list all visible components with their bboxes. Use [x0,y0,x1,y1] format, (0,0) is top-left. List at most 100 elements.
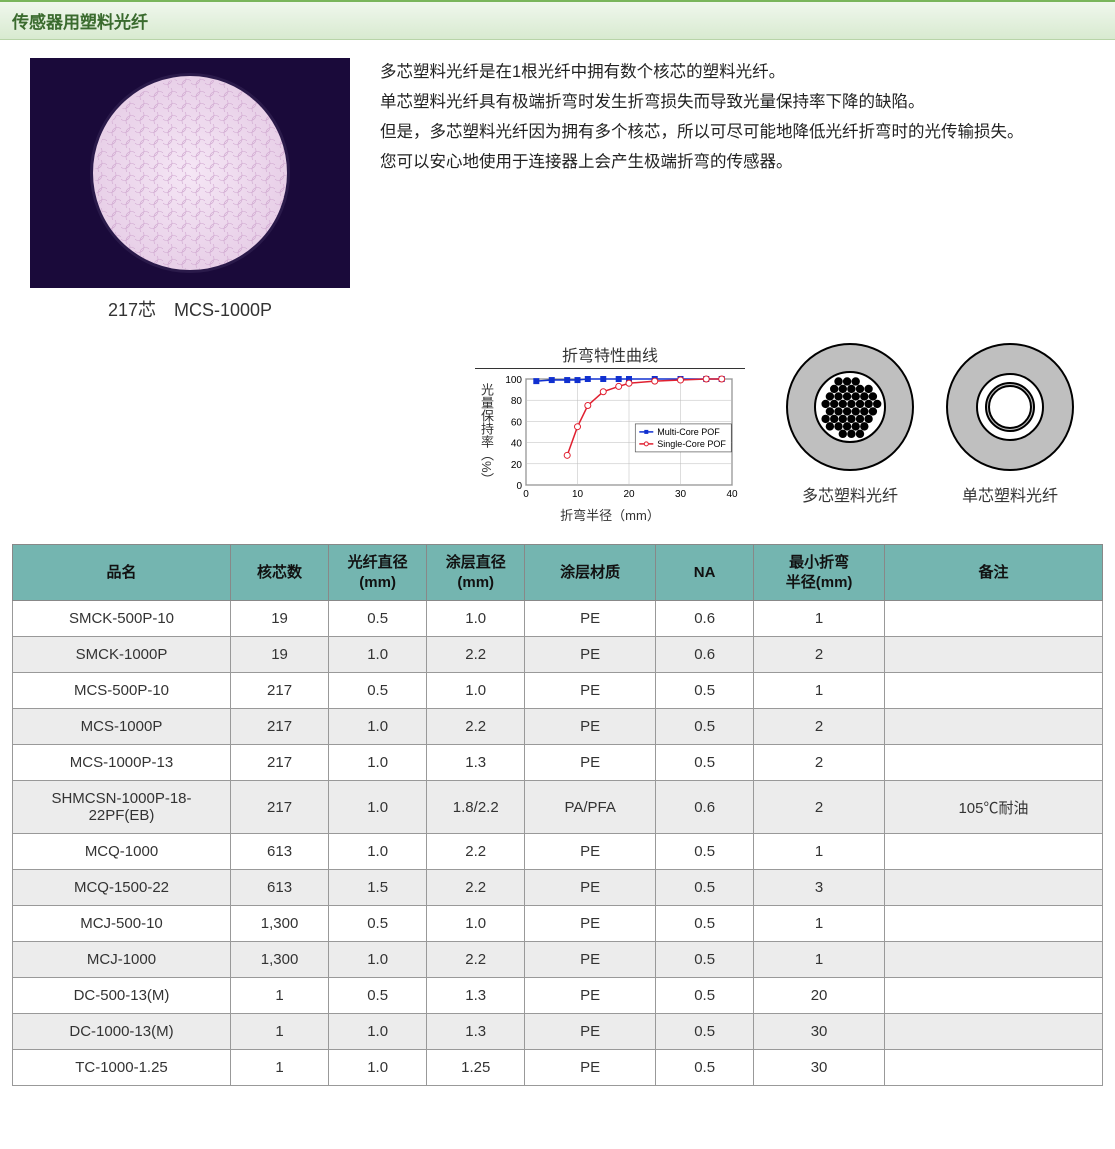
svg-text:Single-Core POF: Single-Core POF [657,439,726,449]
single-core-diagram: 单芯塑料光纤 [945,342,1075,506]
diagram-row: 折弯特性曲线 光量保持率（%） 020406080100010203040Mul… [0,332,1115,544]
table-cell: 1.5 [329,870,427,906]
table-row: DC-1000-13(M)11.01.3PE0.530 [13,1014,1103,1050]
table-cell [884,745,1102,781]
table-row: MCQ-1500-226131.52.2PE0.53 [13,870,1103,906]
table-cell: SMCK-1000P [13,637,231,673]
table-cell: MCS-1000P [13,709,231,745]
desc-line: 单芯塑料光纤具有极端折弯时发生折弯损失而导致光量保持率下降的缺陷。 [380,88,1085,116]
table-cell: 1.0 [427,601,525,637]
svg-text:10: 10 [572,489,584,500]
table-cell: 19 [231,601,329,637]
table-cell: 1.0 [329,942,427,978]
table-cell: 1.0 [329,781,427,834]
table-cell: 19 [231,637,329,673]
table-cell: TC-1000-1.25 [13,1050,231,1086]
table-cell: 0.6 [656,601,754,637]
table-cell: 217 [231,673,329,709]
fiber-cores-icon [93,76,290,273]
table-cell: 105℃耐油 [884,781,1102,834]
table-cell: PE [525,709,656,745]
desc-line: 您可以安心地使用于连接器上会产生极端折弯的传感器。 [380,148,1085,176]
table-cell: 0.5 [656,978,754,1014]
table-cell [884,1014,1102,1050]
table-cell: 2.2 [427,637,525,673]
table-header-row: 品名核芯数光纤直径(mm)涂层直径(mm)涂层材质NA最小折弯半径(mm)备注 [13,545,1103,601]
table-row: SMCK-1000P191.02.2PE0.62 [13,637,1103,673]
table-cell [884,942,1102,978]
svg-text:20: 20 [511,460,523,471]
table-cell: PE [525,601,656,637]
table-cell: PE [525,906,656,942]
table-cell [884,978,1102,1014]
table-cell: PE [525,745,656,781]
table-row: MCJ-10001,3001.02.2PE0.51 [13,942,1103,978]
table-cell: MCQ-1000 [13,834,231,870]
photo-column: 217芯 MCS-1000P [30,58,350,322]
table-cell: MCS-500P-10 [13,673,231,709]
table-cell: 0.5 [656,709,754,745]
table-header-cell: 最小折弯半径(mm) [754,545,885,601]
table-cell [884,870,1102,906]
table-cell: 613 [231,870,329,906]
table-cell: 0.5 [329,978,427,1014]
table-cell [884,709,1102,745]
table-cell: PA/PFA [525,781,656,834]
table-cell: 1.8/2.2 [427,781,525,834]
table-cell: 1.0 [427,906,525,942]
table-header-cell: 光纤直径(mm) [329,545,427,601]
table-cell: PE [525,673,656,709]
table-cell: PE [525,942,656,978]
table-cell: PE [525,978,656,1014]
table-cell: PE [525,1014,656,1050]
table-cell: 0.5 [656,745,754,781]
table-cell: 0.6 [656,637,754,673]
svg-text:30: 30 [675,489,687,500]
table-row: MCS-1000P-132171.01.3PE0.52 [13,745,1103,781]
table-cell: 0.5 [656,870,754,906]
table-cell: 1.0 [329,637,427,673]
svg-text:20: 20 [623,489,635,500]
table-cell: 0.5 [656,942,754,978]
table-cell: SMCK-500P-10 [13,601,231,637]
table-cell: 2.2 [427,834,525,870]
description-column: 多芯塑料光纤是在1根光纤中拥有数个核芯的塑料光纤。 单芯塑料光纤具有极端折弯时发… [380,58,1085,322]
table-cell: 0.6 [656,781,754,834]
table-cell: 1.3 [427,978,525,1014]
table-cell: 1.3 [427,1014,525,1050]
table-cell: 30 [754,1050,885,1086]
table-cell [884,637,1102,673]
chart-ylabel: 光量保持率（%） [475,373,498,503]
multi-core-icon [785,342,915,472]
photo-caption: 217芯 MCS-1000P [30,296,350,322]
table-row: DC-500-13(M)10.51.3PE0.520 [13,978,1103,1014]
table-cell: 1 [754,834,885,870]
table-cell: 0.5 [329,673,427,709]
table-header-cell: NA [656,545,754,601]
single-core-label: 单芯塑料光纤 [945,482,1075,506]
table-cell: 2.2 [427,870,525,906]
table-cell: 1.0 [329,1014,427,1050]
table-cell: DC-500-13(M) [13,978,231,1014]
table-cell: SHMCSN-1000P-18-22PF(EB) [13,781,231,834]
spec-table: 品名核芯数光纤直径(mm)涂层直径(mm)涂层材质NA最小折弯半径(mm)备注 … [12,544,1103,1086]
table-header-cell: 涂层材质 [525,545,656,601]
desc-line: 多芯塑料光纤是在1根光纤中拥有数个核芯的塑料光纤。 [380,58,1085,86]
table-cell: 1,300 [231,906,329,942]
table-cell [884,906,1102,942]
table-cell: 0.5 [656,906,754,942]
table-cell: PE [525,1050,656,1086]
table-cell: 2.2 [427,709,525,745]
table-cell: 613 [231,834,329,870]
table-header-cell: 备注 [884,545,1102,601]
table-cell: 1 [754,601,885,637]
cross-section-group: 多芯塑料光纤 单芯塑料光纤 [785,342,1075,506]
table-cell: PE [525,637,656,673]
section-title: 传感器用塑料光纤 [12,13,148,32]
chart-xlabel: 折弯半径（mm） [475,505,745,524]
section-header: 传感器用塑料光纤 [0,0,1115,40]
intro-row: 217芯 MCS-1000P 多芯塑料光纤是在1根光纤中拥有数个核芯的塑料光纤。… [0,40,1115,332]
table-row: MCS-1000P2171.02.2PE0.52 [13,709,1103,745]
svg-text:40: 40 [511,439,523,450]
table-cell: MCJ-1000 [13,942,231,978]
